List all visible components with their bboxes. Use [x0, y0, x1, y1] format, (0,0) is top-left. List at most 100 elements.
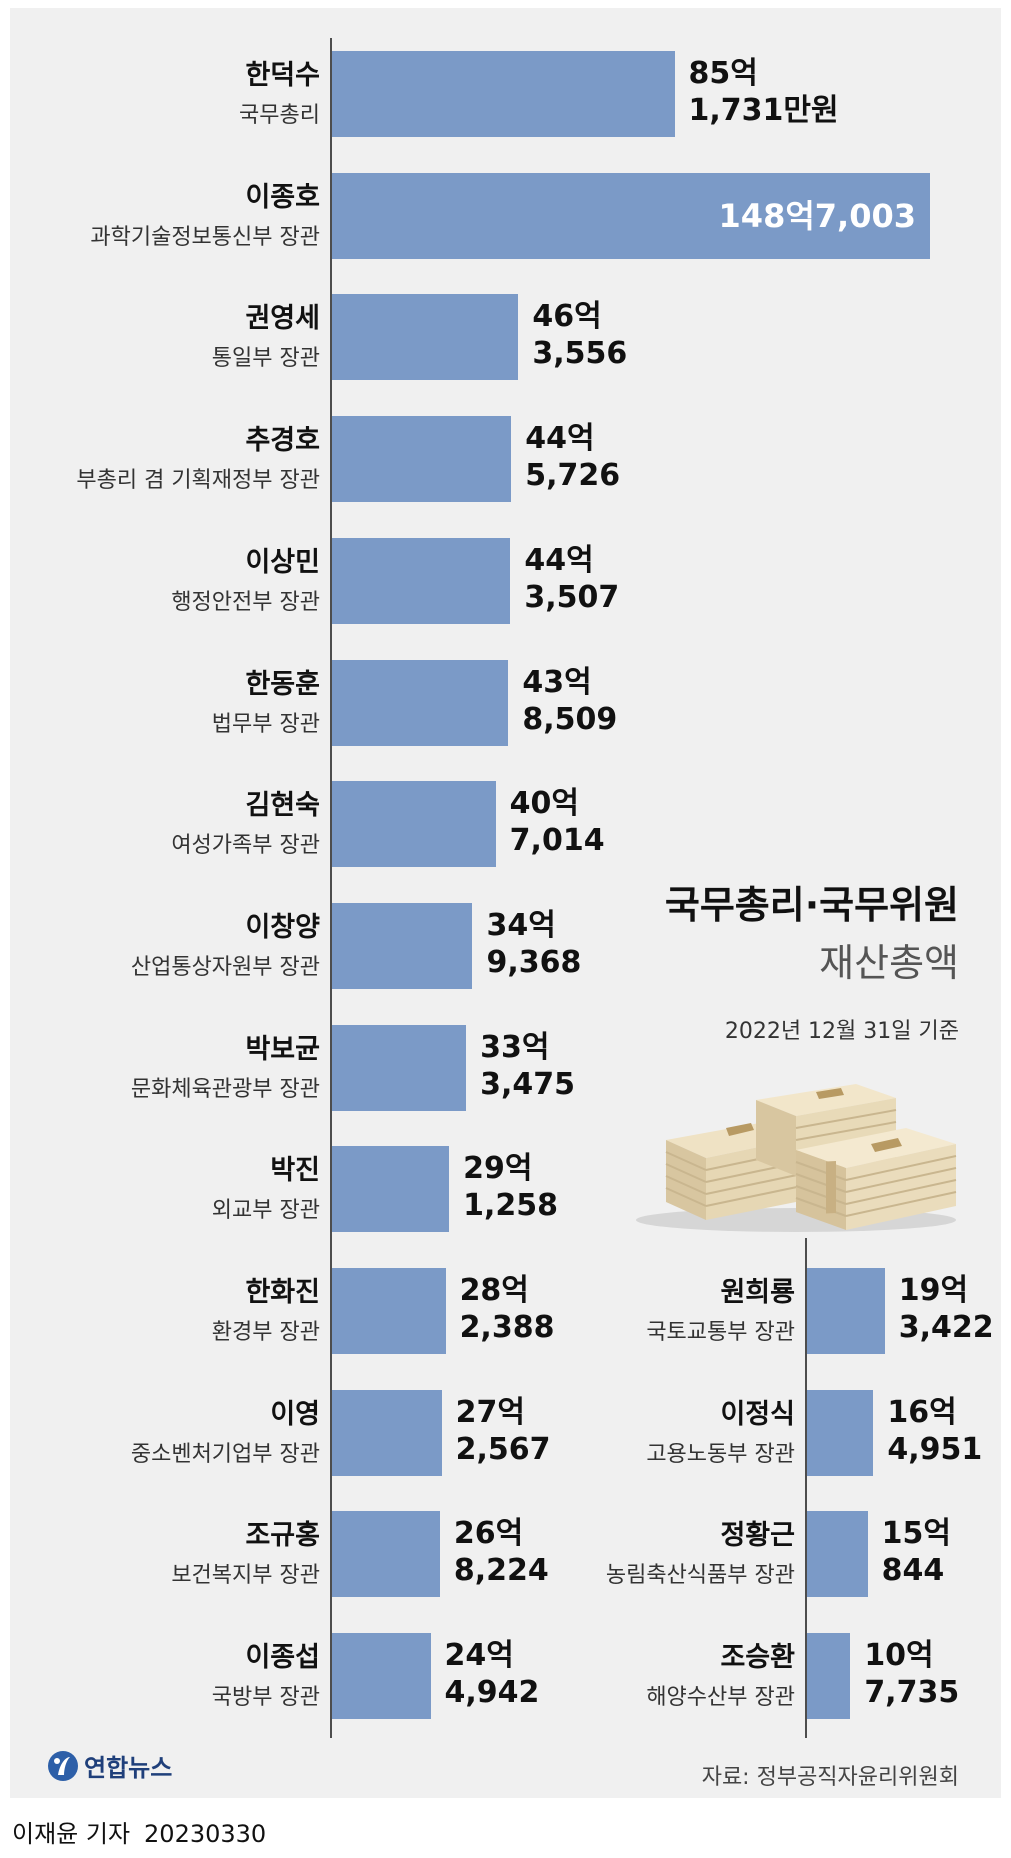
chart-subtitle: 재산총액: [819, 941, 959, 985]
bar-name-label: 한화진: [245, 1277, 320, 1308]
bar-value-label: 24억: [444, 1638, 514, 1674]
bar: [332, 659, 509, 746]
bar-value-label: 10억: [864, 1638, 934, 1674]
money-stack-icon: [636, 1084, 957, 1232]
bar: [332, 294, 519, 381]
bar-value-label: 9,368: [486, 944, 582, 980]
bar-value-label: 3,507: [524, 579, 620, 615]
yonhap-logo-icon: [48, 1750, 78, 1781]
bar-position-label: 과학기술정보통신부 장관: [90, 224, 320, 250]
bar: [332, 1146, 450, 1233]
bar: [807, 1633, 851, 1720]
bar: [332, 902, 473, 989]
bar: [332, 172, 930, 259]
bar-value-label: 46억: [532, 299, 602, 335]
chart-title: 국무총리·국무위원: [664, 883, 959, 927]
bar: [332, 1024, 467, 1111]
bar-position-label: 문화체육관광부 장관: [130, 1076, 320, 1102]
bar-position-label: 국토교통부 장관: [646, 1320, 795, 1345]
bar-position-label: 중소벤처기업부 장관: [130, 1441, 320, 1467]
bar-name-label: 이상민: [245, 546, 320, 578]
bar-value-label: 7,735: [864, 1675, 960, 1711]
left-axis-line: [330, 38, 332, 1738]
bar-name-label: 한동훈: [245, 668, 320, 700]
bar-value-label: 27억: [455, 1394, 525, 1430]
bar-value-label: 28억: [459, 1273, 529, 1308]
bar-name-label: 김현숙: [245, 790, 320, 822]
bar-value-label: 5,726: [525, 458, 621, 494]
bar-value-label: 1,731만원: [688, 93, 839, 128]
bar-value-label: 43억: [522, 664, 592, 700]
bar: [332, 51, 675, 137]
bar-position-label: 법무부 장관: [211, 711, 320, 737]
bar-value-label: 15억: [881, 1516, 952, 1552]
bar-value-label: 44억: [524, 542, 594, 578]
bar-name-label: 한덕수: [245, 60, 320, 91]
bar-value-label: 2,388: [459, 1310, 555, 1345]
bar-value-label: 29억: [463, 1151, 533, 1187]
bar-position-label: 통일부 장관: [211, 346, 320, 372]
yonhap-logo: 연합뉴스: [46, 1748, 172, 1783]
bar-value-label: 1,258: [463, 1188, 559, 1224]
bar-name-label: 조승환: [720, 1642, 795, 1674]
bar-value-label: 16억: [887, 1394, 957, 1430]
bar-name-label: 이창양: [245, 911, 320, 943]
bar-name-label: 박진: [270, 1155, 320, 1187]
bar-name-label: 정황근: [720, 1520, 795, 1552]
source-note: 자료: 정부공직자윤리위원회: [701, 1765, 959, 1790]
bar-value-label: 8,509: [522, 701, 618, 737]
bar: [807, 1268, 885, 1354]
bar-value-label: 85억: [688, 56, 758, 91]
bar-value-label: 33억: [480, 1029, 550, 1065]
reporter-name: 이재윤 기자: [12, 1820, 131, 1848]
bar: [807, 1389, 874, 1476]
bar-name-label: 이종호: [245, 181, 320, 213]
bar-value-label: 148억7,003: [718, 196, 916, 235]
bar-position-label: 산업통상자원부 장관: [130, 954, 320, 980]
bar-position-label: 환경부 장관: [211, 1320, 320, 1345]
bar-position-label: 국무총리: [239, 103, 320, 128]
bar-position-label: 행정안전부 장관: [171, 589, 320, 615]
bar-value-label: 4,942: [444, 1675, 540, 1711]
bar-name-label: 조규홍: [245, 1520, 320, 1552]
bar-name-label: 권영세: [245, 303, 320, 335]
bar: [332, 781, 496, 868]
bar: [332, 537, 511, 624]
bar-value-label: 4,951: [887, 1431, 983, 1467]
bar-name-label: 추경호: [245, 425, 320, 457]
bar-value-label: 3,422: [898, 1310, 994, 1345]
bar-position-label: 부총리 겸 기획재정부 장관: [76, 468, 320, 494]
right-axis-line: [805, 1238, 807, 1738]
bar-position-label: 외교부 장관: [211, 1198, 320, 1224]
bar-position-label: 해양수산부 장관: [646, 1685, 795, 1711]
bar-name-label: 이종섭: [245, 1642, 320, 1674]
bar-name-label: 박보균: [245, 1033, 320, 1065]
bar-value-label: 3,556: [532, 336, 628, 372]
credit-line: 이재윤 기자 20230330: [12, 1814, 266, 1849]
bar-value-label: 844: [881, 1553, 945, 1589]
publish-date: 20230330: [144, 1820, 267, 1848]
bar: [332, 1511, 440, 1598]
bar-value-label: 7,014: [509, 823, 605, 859]
bar-position-label: 고용노동부 장관: [646, 1441, 795, 1467]
bar-value-label: 34억: [486, 907, 556, 943]
bar-value-label: 3,475: [480, 1066, 575, 1102]
bar: [332, 416, 512, 503]
bar-position-label: 국방부 장관: [211, 1685, 320, 1711]
bar: [807, 1511, 868, 1598]
yonhap-logo-text: 연합뉴스: [84, 1754, 173, 1782]
bar: [332, 1633, 431, 1720]
bar-name-label: 이정식: [720, 1398, 795, 1430]
bar-value-label: 19억: [898, 1273, 969, 1308]
bar-name-label: 이영: [270, 1398, 320, 1430]
bar: [332, 1389, 442, 1476]
bar-position-label: 여성가족부 장관: [171, 833, 320, 859]
bar-value-label: 26억: [453, 1516, 524, 1552]
bar-value-label: 2,567: [455, 1431, 551, 1467]
date-note: 2022년 12월 31일 기준: [724, 1019, 959, 1044]
bar-position-label: 농림축산식품부 장관: [605, 1563, 795, 1589]
bar-value-label: 8,224: [453, 1553, 549, 1589]
bar-value-label: 44억: [525, 421, 595, 457]
bar-value-label: 40억: [509, 786, 580, 822]
